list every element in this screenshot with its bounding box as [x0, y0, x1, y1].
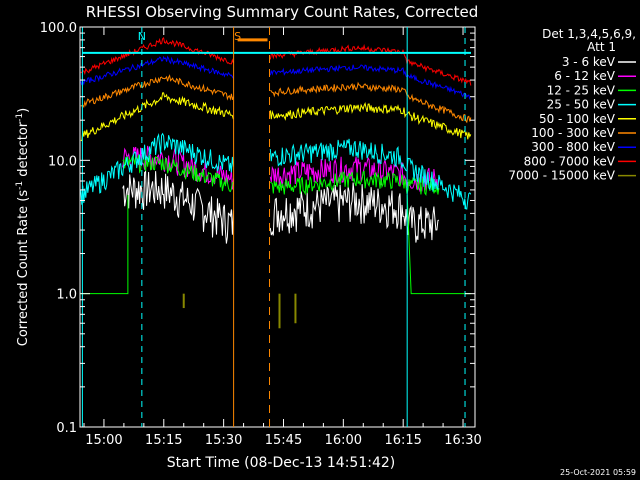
y-axis-label-exponent-2: -1 [15, 113, 25, 122]
render-timestamp: 25-Oct-2021 05:59 [560, 468, 636, 477]
y-axis-label-detector: detector [16, 121, 31, 181]
x-tick-label-5: 16:15 [384, 433, 421, 448]
legend-label-8: 7000 - 15000 keV [508, 169, 615, 183]
legend-label-7: 800 - 7000 keV [524, 154, 616, 168]
series-line-0 [122, 170, 440, 244]
y-tick-label-3: 0.1 [56, 421, 77, 436]
legend-label-5: 100 - 300 keV [531, 126, 615, 140]
legend-label-6: 300 - 800 keV [531, 140, 615, 154]
series-line-6 [80, 55, 471, 100]
x-tick-label-4: 16:00 [325, 433, 362, 448]
baseline-step-right [406, 194, 472, 295]
y-tick-label-2: 1.0 [56, 288, 77, 303]
legend-header-line-2: Att 1 [587, 40, 616, 54]
y-axis-label-close: ) [16, 108, 31, 113]
y-axis-label: Corrected Count Rate (s-1 detector-1) [15, 108, 31, 346]
flag-label-0: S [234, 30, 241, 43]
chart-title: RHESSI Observing Summary Count Rates, Co… [86, 3, 479, 21]
series-line-3 [80, 132, 472, 210]
x-axis-ticks: 15:00 15:15 15:30 15:45 16:00 16:15 16:30 [83, 27, 482, 448]
y-axis-label-main: Corrected Count Rate (s [16, 190, 31, 347]
y-tick-label-0: 100.0 [40, 21, 77, 36]
flag-label-1: N [138, 30, 146, 43]
y-axis-label-exponent-1: -1 [15, 181, 25, 190]
plot-frame [79, 26, 476, 428]
series-line-4 [80, 92, 472, 142]
baseline-step-left [80, 194, 129, 295]
legend-label-1: 6 - 12 keV [554, 69, 616, 83]
legend-label-2: 12 - 25 keV [547, 83, 616, 97]
series-line-5 [80, 74, 472, 124]
x-axis-label: Start Time (08-Dec-13 14:51:42) [167, 455, 395, 471]
y-axis-ticks: 100.0 10.0 1.0 0.1 [40, 21, 475, 436]
chart-marks: SN [80, 27, 472, 427]
x-tick-label-0: 15:00 [85, 433, 122, 448]
legend-label-3: 25 - 50 keV [547, 98, 616, 112]
x-tick-label-3: 15:45 [265, 433, 302, 448]
legend-label-4: 50 - 100 keV [539, 112, 616, 126]
y-tick-label-1: 10.0 [48, 154, 77, 169]
x-tick-label-1: 15:15 [145, 433, 182, 448]
x-tick-label-2: 15:30 [205, 433, 242, 448]
legend-label-0: 3 - 6 keV [562, 55, 616, 69]
legend-header-line-1: Det 1,3,4,5,6,9, [542, 27, 636, 41]
x-tick-label-6: 16:30 [444, 433, 481, 448]
